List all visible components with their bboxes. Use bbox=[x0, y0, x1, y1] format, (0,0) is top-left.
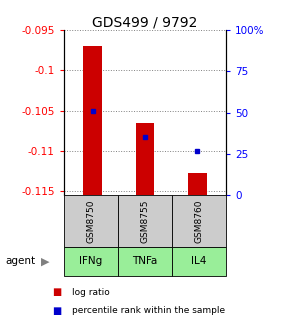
Text: IL4: IL4 bbox=[191, 256, 207, 266]
Text: TNFa: TNFa bbox=[132, 256, 158, 266]
Text: ■: ■ bbox=[52, 306, 61, 316]
Text: agent: agent bbox=[6, 256, 36, 266]
Text: ▶: ▶ bbox=[41, 256, 49, 266]
Text: GSM8755: GSM8755 bbox=[140, 199, 150, 243]
Text: ■: ■ bbox=[52, 287, 61, 297]
Text: log ratio: log ratio bbox=[72, 288, 110, 297]
Text: GSM8750: GSM8750 bbox=[86, 199, 95, 243]
Bar bbox=[188, 173, 206, 195]
Text: percentile rank within the sample: percentile rank within the sample bbox=[72, 306, 226, 315]
Bar bbox=[136, 123, 154, 195]
Bar bbox=[84, 46, 102, 195]
Text: GSM8760: GSM8760 bbox=[195, 199, 204, 243]
Text: IFNg: IFNg bbox=[79, 256, 102, 266]
Title: GDS499 / 9792: GDS499 / 9792 bbox=[92, 15, 198, 29]
